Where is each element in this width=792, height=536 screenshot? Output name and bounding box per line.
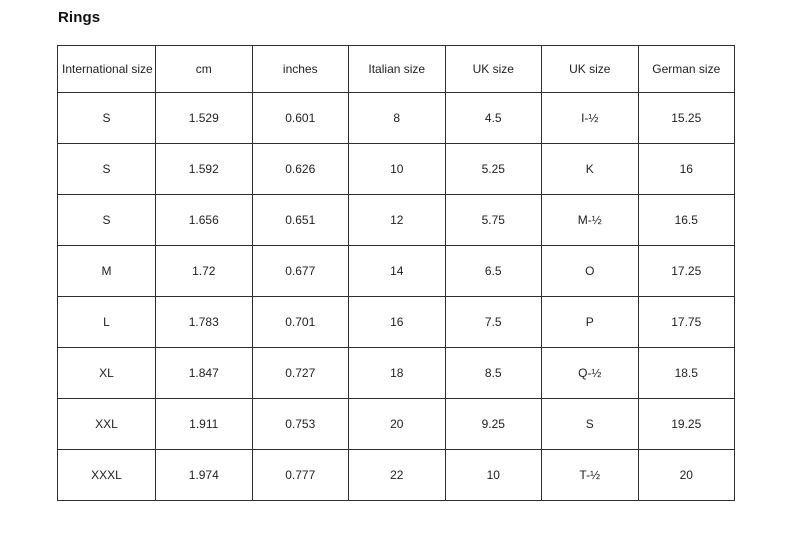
column-header: International size [57, 45, 156, 93]
table-cell: 0.677 [251, 245, 349, 297]
table-cell: 20 [348, 398, 446, 450]
table-cell: 0.651 [251, 194, 349, 246]
table-cell: 0.626 [251, 143, 349, 195]
table-cell: T-½ [541, 449, 639, 501]
table-cell: M-½ [541, 194, 639, 246]
column-header: German size [637, 45, 735, 93]
table-cell: 18.5 [637, 347, 735, 399]
column-header: UK size [444, 45, 542, 93]
table-cell: 10 [444, 449, 542, 501]
table-cell: 0.701 [251, 296, 349, 348]
table-cell: I-½ [541, 92, 639, 144]
table-header-row: International size cm inches Italian size UK… [57, 45, 735, 93]
table-cell: 5.25 [444, 143, 542, 195]
table-row: S 1.529 0.601 8 4.5 I-½ 15.25 [57, 92, 735, 144]
table-body: S 1.529 0.601 8 4.5 I-½ 15.25 S 1.592 0.626 10 5.25… [57, 92, 735, 501]
table-cell: P [541, 296, 639, 348]
table-row: S 1.592 0.626 10 5.25 K 16 [57, 143, 735, 195]
table-cell: 1.911 [155, 398, 253, 450]
table-row: XXL 1.911 0.753 20 9.25 S 19.25 [57, 398, 735, 450]
table-cell: 18 [348, 347, 446, 399]
table-cell: S [541, 398, 639, 450]
table-cell: 10 [348, 143, 446, 195]
table-cell: O [541, 245, 639, 297]
table-cell: K [541, 143, 639, 195]
table-cell: 17.25 [637, 245, 735, 297]
table-cell: 17.75 [637, 296, 735, 348]
table-cell: 8.5 [444, 347, 542, 399]
table-cell: 0.777 [251, 449, 349, 501]
table-row: M 1.72 0.677 14 6.5 O 17.25 [57, 245, 735, 297]
table-cell: 0.753 [251, 398, 349, 450]
page-title: Rings [58, 9, 101, 26]
table-row: XXXL 1.974 0.777 22 10 T-½ 20 [57, 449, 735, 501]
table-row: L 1.783 0.701 16 7.5 P 17.75 [57, 296, 735, 348]
table-cell: XXL [57, 398, 156, 450]
column-header: Italian size [348, 45, 446, 93]
table-cell: 14 [348, 245, 446, 297]
table-cell: 5.75 [444, 194, 542, 246]
table-cell: 20 [637, 449, 735, 501]
column-header: UK size [541, 45, 639, 93]
table-cell: 19.25 [637, 398, 735, 450]
table-cell: 1.72 [155, 245, 253, 297]
table-cell: 0.601 [251, 92, 349, 144]
table-cell: XL [57, 347, 156, 399]
table-cell: L [57, 296, 156, 348]
table-cell: 16.5 [637, 194, 735, 246]
table-cell: 8 [348, 92, 446, 144]
table-cell: 16 [348, 296, 446, 348]
ring-size-conversion-table: International size cm inches Italian size UK… [57, 45, 735, 501]
table-cell: 6.5 [444, 245, 542, 297]
table-cell: 7.5 [444, 296, 542, 348]
table-cell: 22 [348, 449, 446, 501]
table-cell: 1.592 [155, 143, 253, 195]
table-cell: 1.529 [155, 92, 253, 144]
table-cell: 9.25 [444, 398, 542, 450]
table-cell: XXXL [57, 449, 156, 501]
table-row: S 1.656 0.651 12 5.75 M-½ 16.5 [57, 194, 735, 246]
table-row: XL 1.847 0.727 18 8.5 Q-½ 18.5 [57, 347, 735, 399]
table-cell: 12 [348, 194, 446, 246]
table-cell: 0.727 [251, 347, 349, 399]
table-cell: 15.25 [637, 92, 735, 144]
table-cell: Q-½ [541, 347, 639, 399]
column-header: cm [155, 45, 253, 93]
column-header: inches [251, 45, 349, 93]
table-cell: M [57, 245, 156, 297]
table-cell: S [57, 92, 156, 144]
table-cell: 4.5 [444, 92, 542, 144]
table-cell: 1.974 [155, 449, 253, 501]
table-cell: S [57, 143, 156, 195]
table-cell: S [57, 194, 156, 246]
table-cell: 1.783 [155, 296, 253, 348]
table-cell: 1.847 [155, 347, 253, 399]
table-cell: 16 [637, 143, 735, 195]
table-cell: 1.656 [155, 194, 253, 246]
